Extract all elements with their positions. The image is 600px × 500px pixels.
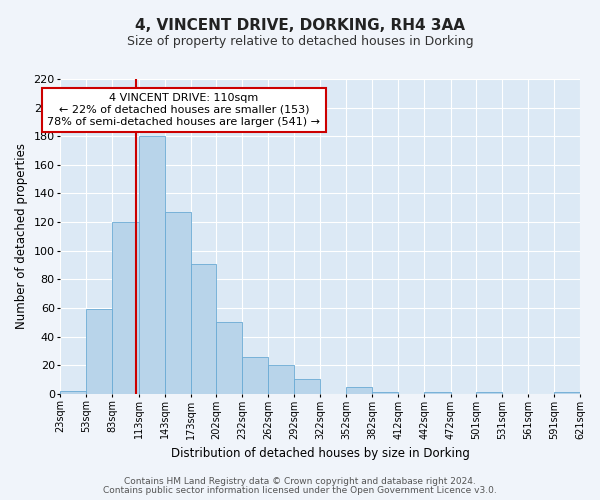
Bar	[216, 322, 242, 394]
Bar	[61, 391, 86, 394]
Bar	[164, 212, 191, 394]
Bar	[294, 380, 320, 394]
Bar	[268, 365, 294, 394]
Bar	[86, 310, 112, 394]
Bar	[554, 392, 580, 394]
Bar	[424, 392, 451, 394]
Bar	[139, 136, 164, 394]
Bar	[112, 222, 139, 394]
Text: Size of property relative to detached houses in Dorking: Size of property relative to detached ho…	[127, 35, 473, 48]
X-axis label: Distribution of detached houses by size in Dorking: Distribution of detached houses by size …	[171, 447, 470, 460]
Bar	[191, 264, 216, 394]
Bar	[346, 386, 373, 394]
Text: 4, VINCENT DRIVE, DORKING, RH4 3AA: 4, VINCENT DRIVE, DORKING, RH4 3AA	[135, 18, 465, 32]
Bar	[373, 392, 398, 394]
Text: Contains public sector information licensed under the Open Government Licence v3: Contains public sector information licen…	[103, 486, 497, 495]
Y-axis label: Number of detached properties: Number of detached properties	[15, 144, 28, 330]
Text: 4 VINCENT DRIVE: 110sqm
← 22% of detached houses are smaller (153)
78% of semi-d: 4 VINCENT DRIVE: 110sqm ← 22% of detache…	[47, 94, 320, 126]
Bar	[476, 392, 502, 394]
Bar	[242, 356, 268, 394]
Text: Contains HM Land Registry data © Crown copyright and database right 2024.: Contains HM Land Registry data © Crown c…	[124, 477, 476, 486]
